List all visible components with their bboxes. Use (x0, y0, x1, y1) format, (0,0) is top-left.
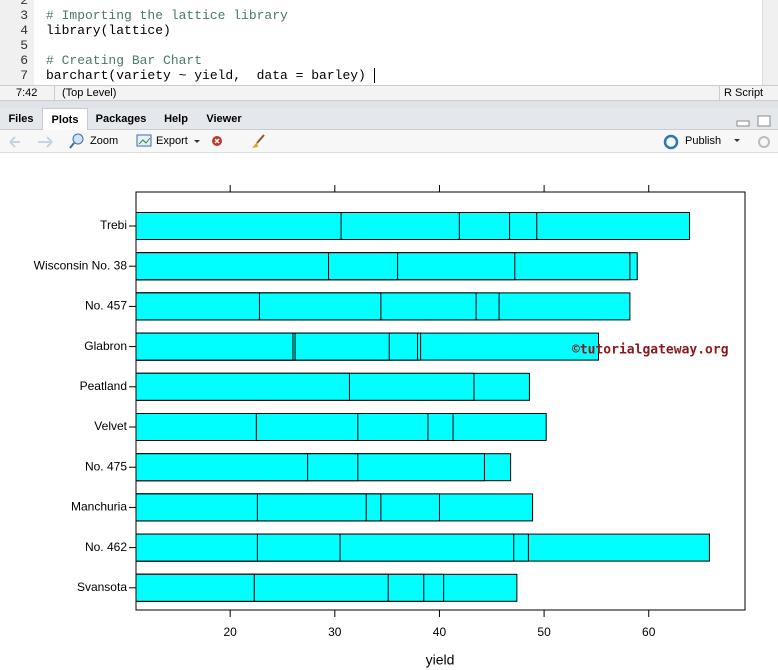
code-line[interactable]: # Importing the lattice library (46, 8, 288, 23)
tab[interactable]: Plots (42, 108, 88, 130)
bar (135, 533, 258, 562)
bar (135, 493, 258, 522)
x-tick-label: 20 (223, 625, 237, 639)
tab[interactable]: Help (164, 113, 188, 125)
bar (135, 573, 255, 602)
plot-toolbar: Zoom Export Publish (0, 130, 778, 153)
bar (135, 332, 294, 361)
y-tick-label: Manchuria (71, 500, 127, 514)
zoom-button[interactable]: Zoom (90, 135, 119, 147)
x-tick-label: 60 (642, 625, 656, 639)
cursor-position: 7:42 (16, 87, 38, 99)
plot-frame (135, 191, 746, 611)
tab[interactable]: Files (8, 113, 34, 125)
cursor (374, 68, 375, 83)
y-tick-label: Glabron (84, 339, 127, 353)
bar (135, 292, 260, 321)
line-number: 3 (20, 8, 28, 23)
pane-tabs: Files Plots Packages Help Viewer (0, 108, 778, 130)
bar (135, 413, 257, 441)
watermark: ©tutorialgateway.org (572, 343, 729, 358)
y-tick-label: Trebi (100, 218, 127, 232)
code-editor[interactable]: 2 3 # Importing the lattice library 4 librar… (0, 0, 778, 85)
export-button[interactable]: Export (156, 135, 188, 147)
y-tick-label: No. 457 (85, 299, 127, 313)
line-number: 7 (20, 68, 28, 83)
code-line[interactable]: barchart(variety ~ yield, data = barley) (46, 68, 366, 83)
code-line[interactable]: library(lattice) (46, 23, 171, 38)
tab[interactable]: Packages (95, 113, 147, 125)
x-tick-label: 40 (433, 625, 447, 639)
x-axis-label: yield (426, 652, 455, 668)
publish-button[interactable]: Publish (685, 135, 722, 147)
line-number: 6 (20, 53, 28, 68)
code-line[interactable]: # Creating Bar Chart (46, 53, 203, 68)
line-number: 5 (20, 38, 28, 53)
line-number: 2 (20, 0, 28, 8)
y-tick-label: Svansota (77, 580, 127, 594)
bar (135, 453, 309, 482)
y-tick-label: No. 475 (85, 459, 127, 473)
bar (135, 252, 330, 281)
y-tick-label: No. 462 (85, 540, 127, 554)
x-tick-label: 30 (328, 625, 342, 639)
y-tick-label: Wisconsin No. 38 (34, 258, 128, 272)
x-tick-label: 50 (537, 625, 551, 639)
scope[interactable]: (Top Level) (62, 87, 117, 99)
status-bar: 7:42 (Top Level) R Script (0, 85, 778, 101)
file-type[interactable]: R Script (724, 87, 764, 99)
y-tick-label: Peatland (80, 379, 127, 393)
tab[interactable]: Viewer (206, 113, 242, 125)
plot-area: Svansota No. 462 Manchuria No. 475 Velvet Pea… (34, 185, 746, 668)
bar (135, 372, 350, 401)
y-tick-label: Velvet (94, 419, 127, 433)
gutter (0, 0, 34, 85)
line-number: 4 (20, 23, 28, 38)
bar (135, 212, 342, 240)
pane-controls[interactable] (736, 114, 772, 128)
scrollbar[interactable] (762, 0, 778, 85)
